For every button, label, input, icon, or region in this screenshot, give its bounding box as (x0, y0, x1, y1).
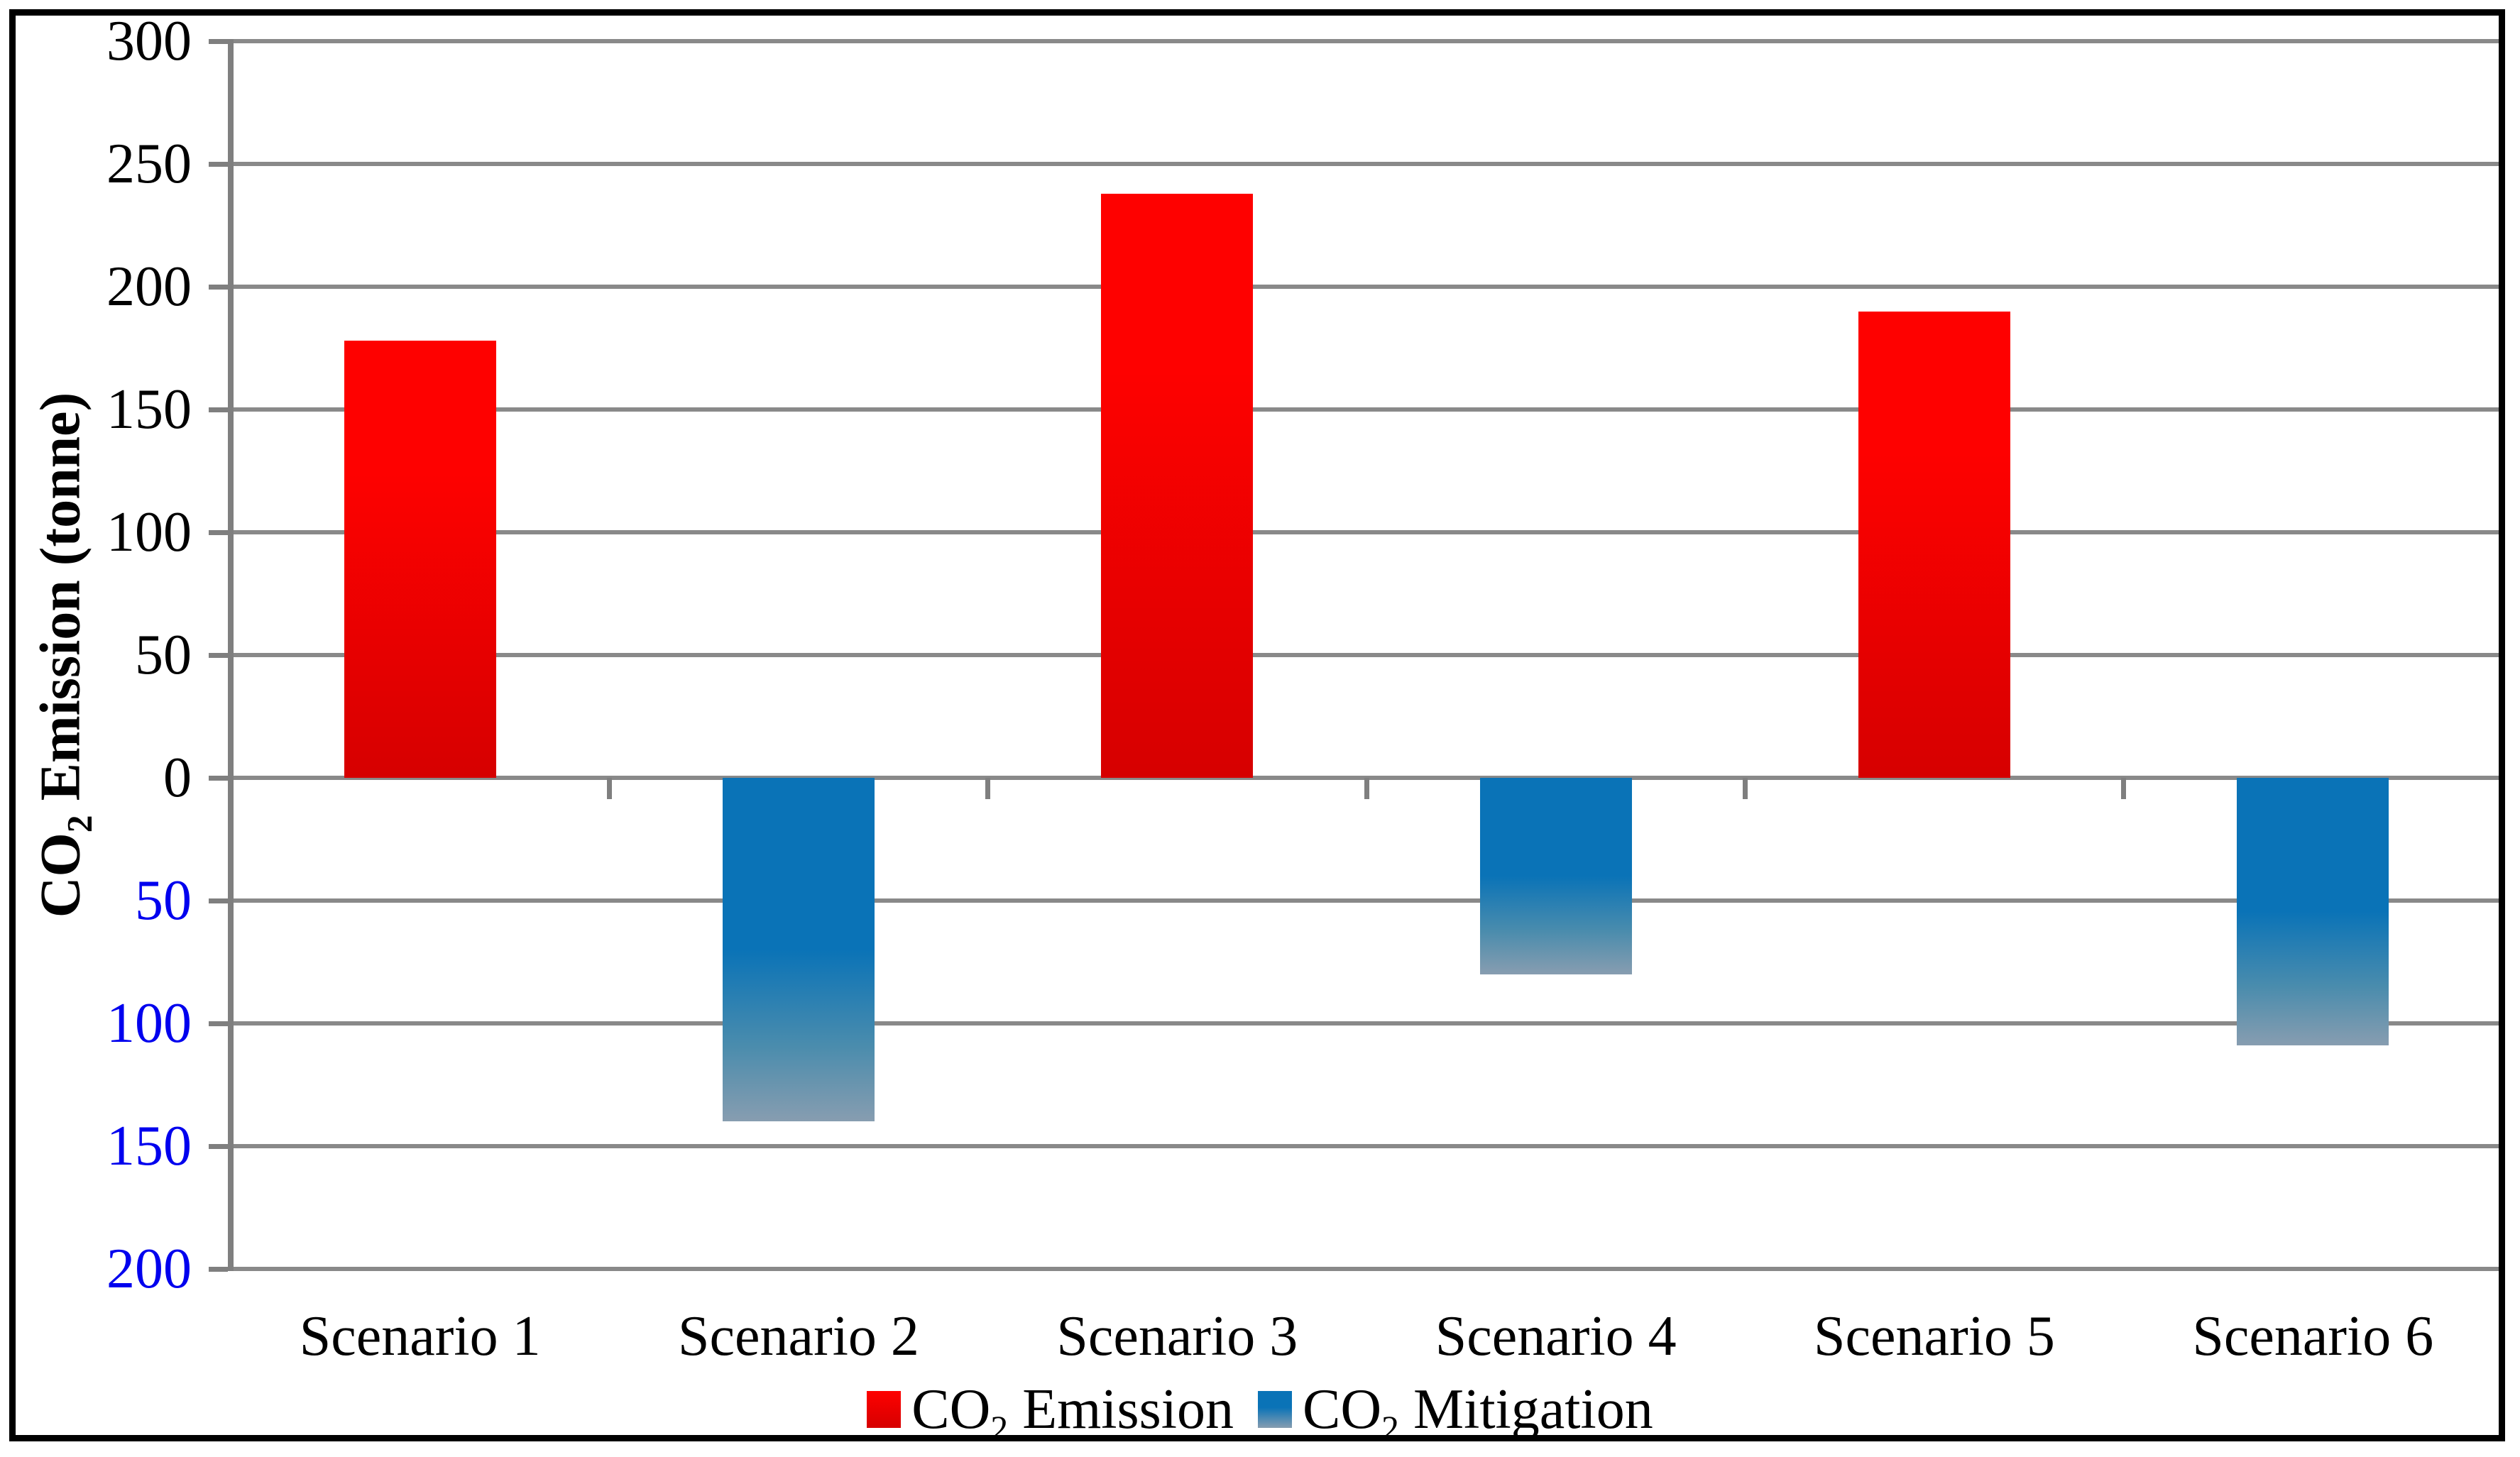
category-boundary-tick (1742, 778, 1748, 799)
y-tick-label-0: 0 (163, 747, 192, 809)
y-tick-label-300: 300 (106, 10, 192, 72)
category-boundary-tick (985, 778, 991, 799)
category-label-scenario-6: Scenario 6 (2192, 1305, 2434, 1368)
gridline-300 (231, 39, 2502, 43)
y-axis-tick (209, 776, 228, 781)
category-boundary-tick (228, 778, 234, 799)
category-label-scenario-1: Scenario 1 (299, 1305, 541, 1368)
legend-swatch-mitigation (1258, 1391, 1293, 1428)
y-axis-line (228, 39, 234, 1271)
gridline-100 (231, 530, 2502, 534)
y-tick-label--150: 150 (106, 1115, 192, 1177)
plot-area (209, 39, 2505, 1272)
category-label-scenario-3: Scenario 3 (1056, 1305, 1298, 1368)
category-boundary-tick (2121, 778, 2127, 799)
y-tick-label-200: 200 (106, 255, 192, 318)
gridline--150 (231, 1144, 2502, 1148)
y-axis-tick (209, 162, 228, 167)
category-label-scenario-5: Scenario 5 (1814, 1305, 2055, 1368)
y-axis-tick (209, 1267, 228, 1272)
gridline-250 (231, 162, 2502, 166)
category-boundary-tick (1364, 778, 1369, 799)
legend-swatch-emission (867, 1391, 902, 1428)
y-axis-tick (209, 407, 228, 412)
legend-item-emission: CO2 Emission (867, 1378, 1234, 1448)
y-tick-label--200: 200 (106, 1238, 192, 1300)
gridline--200 (231, 1267, 2502, 1271)
y-axis-tick (209, 653, 228, 658)
y-axis-tick (209, 1021, 228, 1026)
y-axis-tick (209, 39, 228, 44)
y-tick-label-250: 250 (106, 133, 192, 195)
legend: CO2 Emission CO2 Mitigation (0, 1378, 2520, 1448)
y-axis-title-subscript: 2 (60, 815, 99, 833)
bar-emission-scenario-5 (1858, 311, 2010, 778)
legend-item-mitigation: CO2 Mitigation (1258, 1378, 1653, 1448)
y-axis-tick (209, 898, 228, 903)
bar-mitigation-scenario-2 (723, 778, 875, 1122)
category-label-scenario-2: Scenario 2 (678, 1305, 919, 1368)
y-tick-label-50: 50 (135, 624, 192, 686)
y-axis-tick (209, 285, 228, 290)
y-axis-tick (209, 1144, 228, 1149)
category-boundary-tick (2499, 778, 2505, 799)
bar-emission-scenario-3 (1101, 193, 1254, 778)
gridline-150 (231, 407, 2502, 412)
gridline--50 (231, 898, 2502, 903)
bar-mitigation-scenario-6 (2237, 778, 2389, 1046)
y-tick-label-150: 150 (106, 378, 192, 441)
category-label-scenario-4: Scenario 4 (1435, 1305, 1677, 1368)
y-tick-label--100: 100 (106, 992, 192, 1055)
y-tick-label-100: 100 (106, 501, 192, 563)
bar-emission-scenario-1 (344, 341, 496, 778)
gridline-50 (231, 653, 2502, 657)
gridline--100 (231, 1021, 2502, 1026)
gridline-200 (231, 285, 2502, 289)
bar-mitigation-scenario-4 (1479, 778, 1632, 974)
legend-label-mitigation: CO2 Mitigation (1303, 1378, 1653, 1448)
category-boundary-tick (606, 778, 612, 799)
legend-label-emission: CO2 Emission (911, 1378, 1234, 1448)
y-tick-label--50: 50 (135, 869, 192, 932)
y-axis-tick (209, 530, 228, 535)
